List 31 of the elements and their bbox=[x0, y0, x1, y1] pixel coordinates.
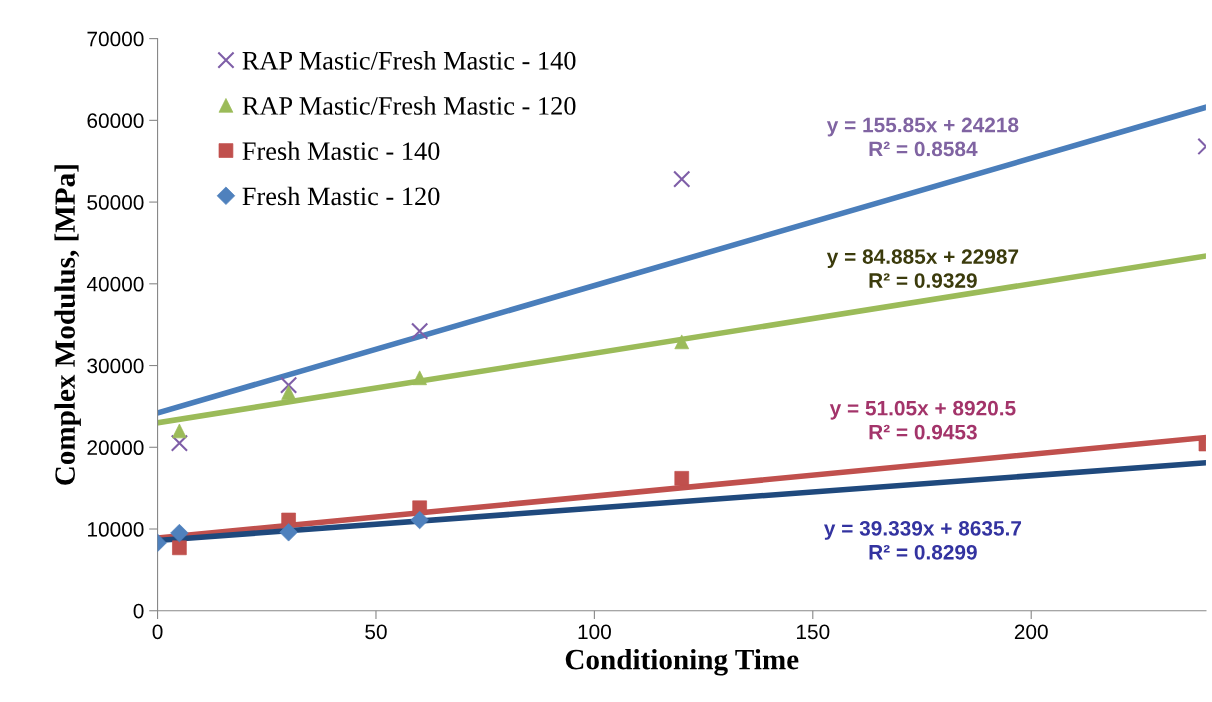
y-tick-label: 10000 bbox=[88, 522, 144, 537]
legend-label: RAP Mastic/Fresh Mastic - 140 bbox=[242, 51, 576, 70]
y-tick-label: 30000 bbox=[87, 358, 144, 374]
annotation: y = 39.339x + 8635.7 R² = 0.8299 bbox=[824, 520, 1022, 560]
point bbox=[170, 523, 189, 543]
legend-label: RAP Mastic/Fresh Mastic - 120 bbox=[242, 96, 576, 115]
x-tick-label: 0 bbox=[152, 624, 163, 640]
point bbox=[410, 322, 429, 340]
y-axis-title: Complex Modulus, [MPa] bbox=[54, 165, 81, 485]
x-tick-label: 100 bbox=[578, 624, 611, 640]
annotation: y = 155.85x + 24218 R² = 0.8584 bbox=[826, 117, 1019, 157]
y-tick-label: 70000 bbox=[87, 31, 144, 47]
legend-label: Fresh Mastic - 120 bbox=[242, 186, 440, 206]
point bbox=[674, 334, 690, 350]
y-tick-label: 20000 bbox=[87, 440, 144, 456]
point bbox=[279, 376, 298, 394]
x-tick-label: 200 bbox=[1014, 624, 1048, 640]
point bbox=[410, 510, 429, 530]
y-tick-label: 50000 bbox=[87, 195, 144, 210]
y-tick-label: 60000 bbox=[87, 113, 144, 129]
point bbox=[170, 434, 189, 452]
annotation: y = 84.885x + 22987 R² = 0.9329 bbox=[826, 249, 1019, 288]
legend-label: Fresh Mastic - 140 bbox=[242, 141, 440, 161]
annotation: y = 51.05x + 8920.5 R² = 0.9453 bbox=[829, 400, 1016, 440]
x-axis-title: Conditioning Time bbox=[565, 648, 799, 676]
point bbox=[673, 170, 691, 188]
x-tick-label: 50 bbox=[365, 624, 387, 640]
x-tick-label: 150 bbox=[797, 624, 830, 640]
y-tick-label: 0 bbox=[133, 603, 144, 619]
point bbox=[172, 540, 187, 556]
y-tick-label: 40000 bbox=[86, 276, 144, 292]
